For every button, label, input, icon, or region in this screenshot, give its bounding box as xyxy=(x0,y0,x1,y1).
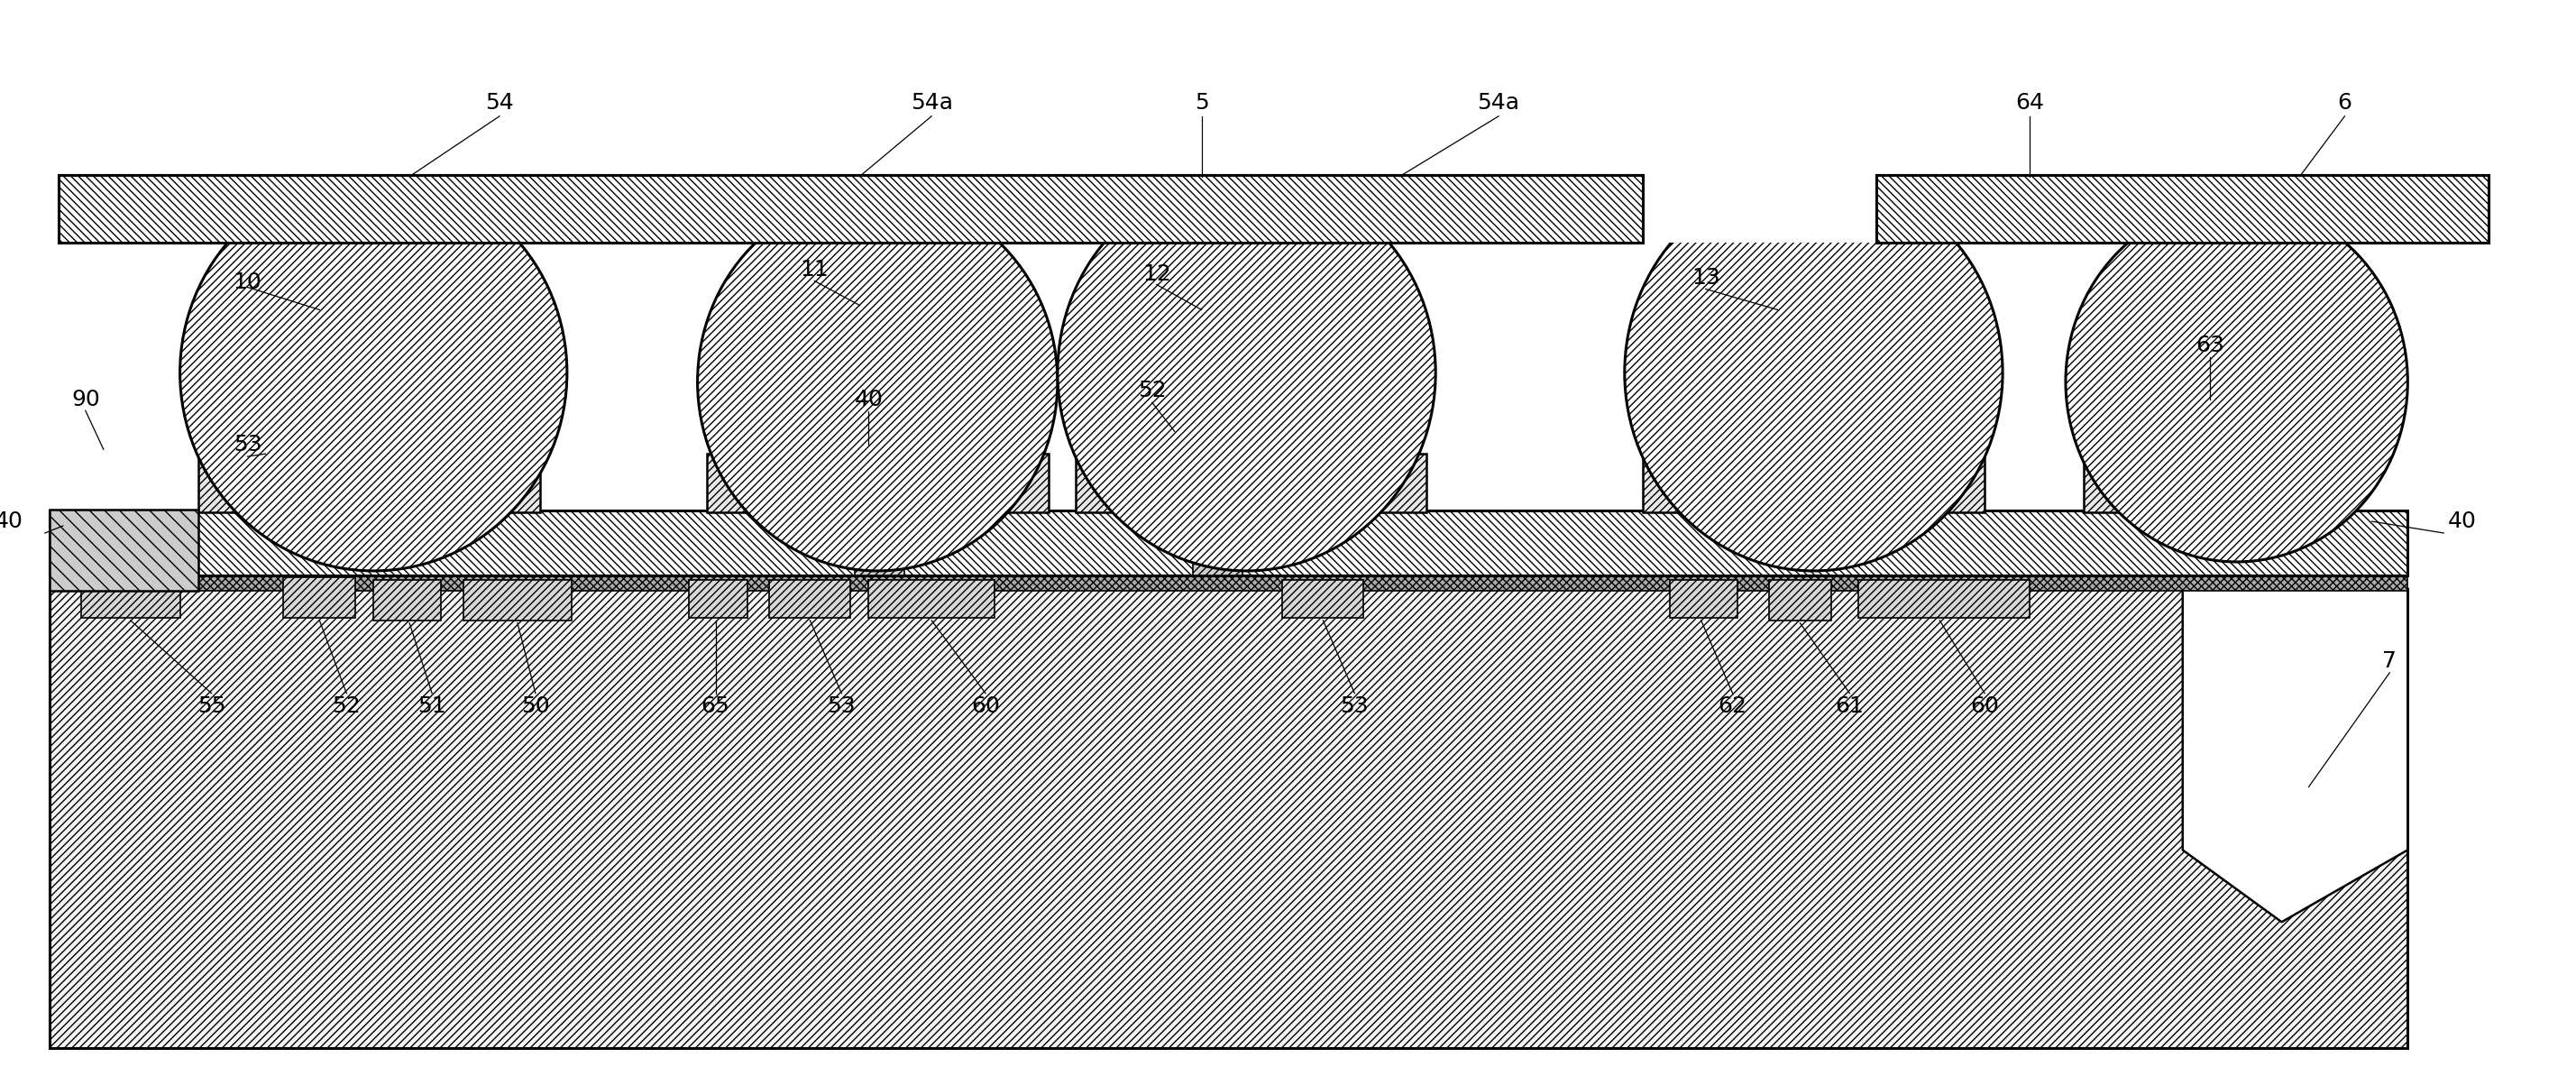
Polygon shape xyxy=(2182,589,2409,922)
Bar xyxy=(1878,174,2488,242)
Text: 54a: 54a xyxy=(909,91,953,113)
Bar xyxy=(49,572,2409,591)
Ellipse shape xyxy=(1059,174,1435,571)
Text: 52: 52 xyxy=(332,695,361,717)
Bar xyxy=(1283,580,1363,618)
Text: 11: 11 xyxy=(801,258,829,280)
Bar xyxy=(1878,174,2488,242)
Ellipse shape xyxy=(1625,174,2002,571)
Bar xyxy=(49,510,2409,576)
Text: 65: 65 xyxy=(701,695,729,717)
Bar xyxy=(2056,0,2416,242)
Bar xyxy=(868,580,994,618)
Ellipse shape xyxy=(698,193,1059,571)
Text: 53: 53 xyxy=(827,695,855,717)
Text: 40: 40 xyxy=(2447,510,2476,533)
Bar xyxy=(464,580,572,621)
Bar xyxy=(706,454,1048,512)
Bar xyxy=(1770,580,1832,621)
Bar xyxy=(1193,510,1242,576)
Text: 60: 60 xyxy=(971,695,999,717)
Bar xyxy=(170,0,577,242)
Text: 7: 7 xyxy=(2383,650,2396,671)
Bar xyxy=(59,174,1643,242)
Text: 64: 64 xyxy=(2014,91,2045,113)
Text: 63: 63 xyxy=(2195,335,2223,356)
Text: 61: 61 xyxy=(1834,695,1865,717)
Bar xyxy=(1077,454,1427,512)
Text: 40: 40 xyxy=(0,510,23,533)
Text: 90: 90 xyxy=(72,388,100,411)
Bar xyxy=(1643,454,1984,512)
Text: 50: 50 xyxy=(520,695,549,717)
Bar xyxy=(49,589,2409,1048)
Bar xyxy=(770,580,850,618)
Text: 54: 54 xyxy=(484,91,513,113)
Text: 53: 53 xyxy=(1340,695,1368,717)
Bar xyxy=(374,580,440,621)
Bar xyxy=(1669,580,1736,618)
Text: 62: 62 xyxy=(1718,695,1747,717)
Bar xyxy=(688,0,1066,242)
Text: 40: 40 xyxy=(855,388,884,411)
Bar xyxy=(688,580,747,618)
Text: 52: 52 xyxy=(1139,380,1167,401)
Bar xyxy=(855,510,904,576)
Ellipse shape xyxy=(2066,201,2409,562)
Bar xyxy=(80,577,180,618)
Text: 13: 13 xyxy=(1692,268,1721,289)
Text: 54a: 54a xyxy=(1479,91,1520,113)
Bar xyxy=(198,454,541,512)
Ellipse shape xyxy=(180,174,567,571)
Bar xyxy=(59,174,1643,242)
Bar xyxy=(1860,580,2030,618)
Text: 53: 53 xyxy=(234,434,263,455)
Bar xyxy=(2084,454,2251,512)
Text: 55: 55 xyxy=(198,695,227,717)
Bar xyxy=(1048,0,1445,242)
Bar xyxy=(283,577,355,618)
Bar xyxy=(1615,0,2012,242)
Text: 6: 6 xyxy=(2336,91,2352,113)
Text: 60: 60 xyxy=(1971,695,1999,717)
Text: 10: 10 xyxy=(234,272,263,294)
Text: 51: 51 xyxy=(417,695,446,717)
Text: 12: 12 xyxy=(1141,263,1172,284)
Text: 5: 5 xyxy=(1195,91,1208,113)
Bar xyxy=(49,510,198,591)
